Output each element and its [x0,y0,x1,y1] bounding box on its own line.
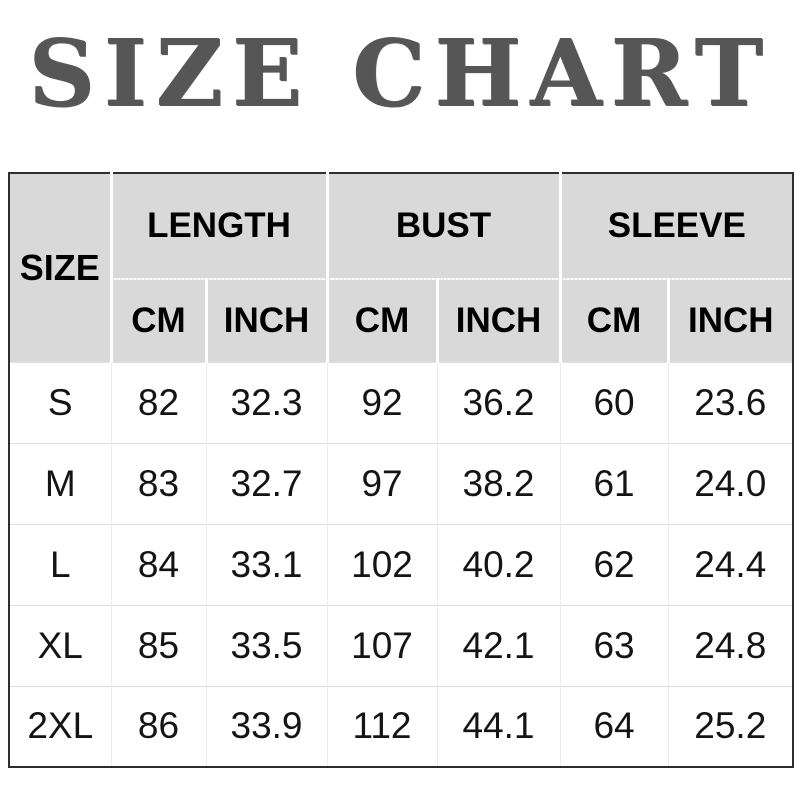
header-length-inch: INCH [204,278,328,362]
header-size: SIZE [9,173,111,362]
length-inch-value: 33.9 [205,685,328,767]
length-cm-value: 86 [110,685,206,767]
length-cm-value: 85 [110,604,206,686]
bust-cm-value: 97 [326,442,438,524]
header-length-cm: CM [109,278,206,362]
sleeve-inch-value: 24.0 [667,442,794,524]
sleeve-cm-value: 62 [559,523,669,605]
size-label: 2XL [9,685,111,767]
bust-cm-value: 102 [326,523,438,605]
size-label: M [9,442,111,524]
length-cm-value: 82 [110,361,206,443]
header-group-bust: BUST [325,173,561,279]
table-header: SIZE LENGTH BUST SLEEVE CM INCH CM INCH … [9,173,794,362]
table-body: S 82 32.3 92 36.2 60 23.6 M 83 32.7 97 3… [9,361,794,767]
header-bust-inch: INCH [435,278,561,362]
table-row-xl: XL 85 33.5 107 42.1 63 24.8 [9,604,794,686]
header-sleeve-cm: CM [558,278,669,362]
bust-cm-value: 92 [326,361,438,443]
sleeve-cm-value: 63 [559,604,669,686]
length-inch-value: 33.5 [205,604,328,686]
size-label: XL [9,604,111,686]
length-inch-value: 32.3 [205,361,328,443]
bust-inch-value: 40.2 [436,523,561,605]
header-group-row: SIZE LENGTH BUST SLEEVE [9,173,794,362]
sleeve-cm-value: 61 [559,442,669,524]
sleeve-inch-value: 23.6 [667,361,794,443]
table-row-2xl: 2XL 86 33.9 112 44.1 64 25.2 [9,685,794,767]
size-table: SIZE LENGTH BUST SLEEVE CM INCH CM INCH … [8,172,795,768]
header-group-length: LENGTH [109,173,328,279]
bust-inch-value: 38.2 [436,442,561,524]
table-row-l: L 84 33.1 102 40.2 62 24.4 [9,523,794,605]
length-cm-value: 83 [110,442,206,524]
sleeve-inch-value: 25.2 [667,685,794,767]
length-cm-value: 84 [110,523,206,605]
bust-cm-value: 112 [326,685,438,767]
size-label: S [9,361,111,443]
bust-inch-value: 36.2 [436,361,561,443]
length-inch-value: 32.7 [205,442,328,524]
sleeve-inch-value: 24.8 [667,604,794,686]
header-unit-row: CM INCH CM INCH CM INCH [9,278,794,362]
header-sleeve-inch: INCH [666,278,794,362]
bust-cm-value: 107 [326,604,438,686]
sleeve-cm-value: 60 [559,361,669,443]
length-inch-value: 33.1 [205,523,328,605]
bust-inch-value: 42.1 [436,604,561,686]
header-group-sleeve: SLEEVE [558,173,794,279]
table-row-m: M 83 32.7 97 38.2 61 24.0 [9,442,794,524]
sleeve-inch-value: 24.4 [667,523,794,605]
bust-inch-value: 44.1 [436,685,561,767]
size-label: L [9,523,111,605]
header-bust-cm: CM [325,278,438,362]
page-title: SIZE CHART [28,19,772,127]
sleeve-cm-value: 64 [559,685,669,767]
table-row-s: S 82 32.3 92 36.2 60 23.6 [9,361,794,443]
